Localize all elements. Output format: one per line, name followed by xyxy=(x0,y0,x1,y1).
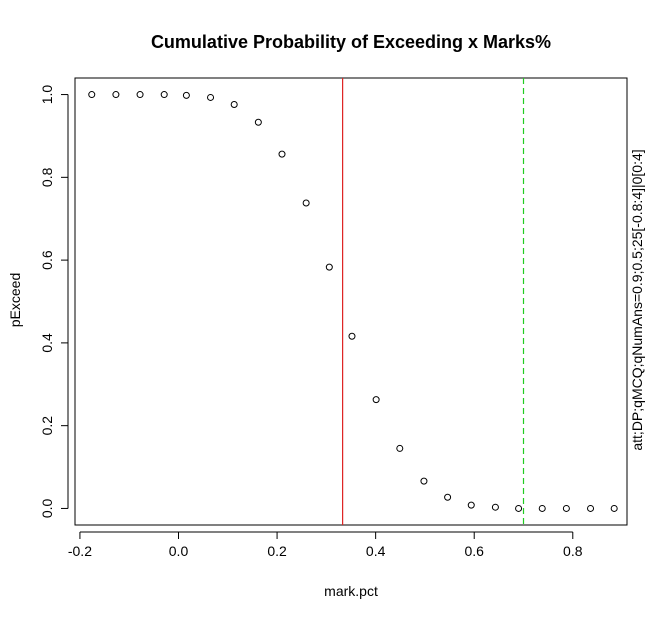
side-annotation: att;DP;qMCQ;qNumAns=0.9;0.5;25[-0.8:4]|0… xyxy=(629,149,645,450)
x-axis-label: mark.pct xyxy=(324,583,378,599)
data-point xyxy=(254,118,262,126)
data-point xyxy=(420,477,428,485)
y-tick-label: 0.6 xyxy=(39,250,55,270)
data-points xyxy=(88,91,618,512)
y-axis: 0.0 0.2 0.4 0.6 0.8 1.0 xyxy=(39,85,69,519)
data-point xyxy=(88,91,96,99)
y-tick-label: 0.8 xyxy=(39,167,55,187)
data-point xyxy=(136,91,144,99)
data-point xyxy=(444,493,452,501)
reference-lines xyxy=(342,78,525,525)
data-point xyxy=(467,501,475,509)
data-point xyxy=(515,504,523,512)
x-tick-label: -0.2 xyxy=(68,543,92,559)
data-point xyxy=(302,199,310,207)
x-tick-label: 0.8 xyxy=(563,543,583,559)
data-point xyxy=(278,150,286,158)
y-tick-label: 0.2 xyxy=(39,416,55,436)
data-point xyxy=(491,503,499,511)
data-point xyxy=(396,444,404,452)
x-axis: -0.2 0.0 0.2 0.4 0.6 0.8 xyxy=(68,531,583,559)
data-point xyxy=(562,504,570,512)
y-axis-label: pExceed xyxy=(7,273,23,327)
chart-title: Cumulative Probability of Exceeding x Ma… xyxy=(151,32,551,52)
y-tick-label: 0.0 xyxy=(39,499,55,519)
data-point xyxy=(207,93,215,101)
plot-area-border xyxy=(74,77,628,526)
data-point xyxy=(325,263,333,271)
x-tick-label: 0.4 xyxy=(366,543,386,559)
y-tick-label: 1.0 xyxy=(39,85,55,105)
data-point xyxy=(112,91,120,99)
data-point xyxy=(610,504,618,512)
x-tick-label: 0.0 xyxy=(169,543,189,559)
y-tick-label: 0.4 xyxy=(39,333,55,353)
data-point xyxy=(230,100,238,108)
data-point xyxy=(182,91,190,99)
data-point xyxy=(372,396,380,404)
x-tick-label: 0.2 xyxy=(267,543,287,559)
data-point xyxy=(538,504,546,512)
data-point xyxy=(587,504,595,512)
x-tick-label: 0.6 xyxy=(464,543,484,559)
data-point xyxy=(160,91,168,99)
data-point xyxy=(348,332,356,340)
